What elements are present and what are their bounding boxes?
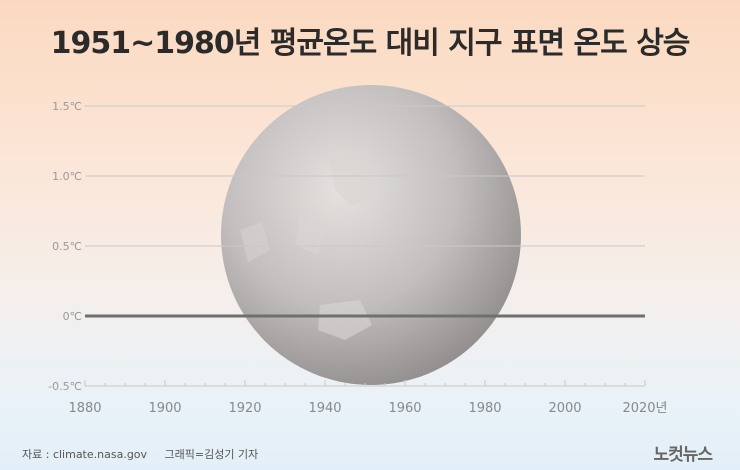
y-tick-label: 0℃ <box>63 310 82 323</box>
x-tick-label: 1980 <box>468 401 501 416</box>
x-tick-label: 2020년 <box>622 401 667 416</box>
brand-logo: 노컷뉴스 <box>653 445 713 465</box>
chart-title: 1951~1980년 평균온도 대비 지구 표면 온도 상승 <box>50 26 691 61</box>
x-tick-label: 2000 <box>548 401 581 416</box>
x-tick-label: 1960 <box>388 401 421 416</box>
y-tick-label: 1.5℃ <box>52 100 82 113</box>
y-tick-label: -0.5℃ <box>48 380 82 393</box>
y-tick-label: 0.5℃ <box>52 240 82 253</box>
x-tick-label: 1940 <box>308 401 341 416</box>
x-axis <box>84 380 646 387</box>
source-text: 자료 : climate.nasa.gov <box>22 448 148 461</box>
credit-text: 그래픽=김성기 기자 <box>164 448 259 461</box>
x-tick-labels: 1880 1900 1920 1940 1960 1980 2000 2020년 <box>68 401 667 416</box>
globe-image <box>221 85 521 385</box>
y-tick-labels: -0.5℃ 0℃ 0.5℃ 1.0℃ 1.5℃ <box>48 100 82 393</box>
y-tick-label: 1.0℃ <box>52 170 82 183</box>
x-tick-label: 1880 <box>68 401 101 416</box>
x-tick-label: 1900 <box>148 401 181 416</box>
footer: 자료 : climate.nasa.gov 그래픽=김성기 기자 <box>22 446 272 462</box>
x-tick-label: 1920 <box>228 401 261 416</box>
